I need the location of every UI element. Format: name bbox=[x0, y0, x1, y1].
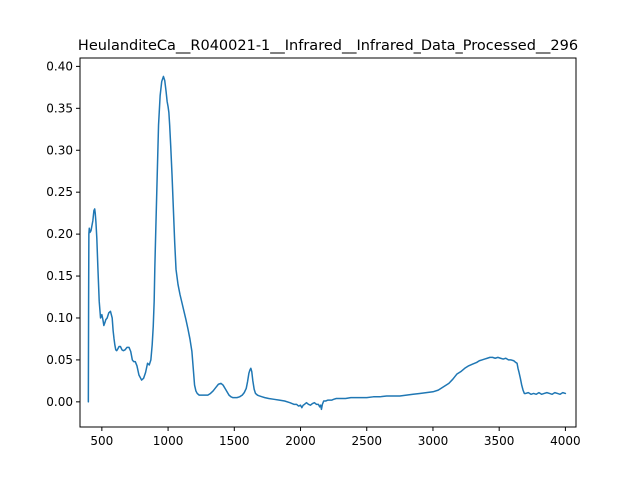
y-tick-label: 0.15 bbox=[46, 269, 73, 283]
y-tick-label: 0.35 bbox=[46, 101, 73, 115]
plot-area: 500 1000 1500 2000 2500 3000 3500 4000 0.00 0.05… bbox=[46, 57, 581, 448]
x-tick-label: 2000 bbox=[285, 434, 316, 448]
y-tick-label: 0.25 bbox=[46, 185, 73, 199]
y-axis: 0.00 0.05 0.10 0.15 0.20 0.25 0.30 0.35 0.40 bbox=[46, 59, 80, 409]
y-tick-label: 0.00 bbox=[46, 395, 73, 409]
x-tick-label: 2500 bbox=[351, 434, 382, 448]
x-tick-label: 3500 bbox=[484, 434, 515, 448]
y-tick-label: 0.20 bbox=[46, 227, 73, 241]
series-line bbox=[87, 75, 567, 411]
x-tick-label: 500 bbox=[90, 434, 113, 448]
y-tick-label: 0.40 bbox=[46, 59, 73, 73]
y-tick-label: 0.10 bbox=[46, 311, 73, 325]
chart-title: HeulanditeCa__R040021-1__Infrared__Infra… bbox=[78, 38, 578, 54]
x-tick-label: 3000 bbox=[418, 434, 449, 448]
axes-frame bbox=[79, 57, 577, 428]
x-tick-label: 1000 bbox=[153, 434, 184, 448]
y-tick-label: 0.30 bbox=[46, 143, 73, 157]
x-tick-label: 4000 bbox=[550, 434, 581, 448]
x-tick-label: 1500 bbox=[219, 434, 250, 448]
x-axis: 500 1000 1500 2000 2500 3000 3500 4000 bbox=[90, 427, 581, 448]
y-tick-label: 0.05 bbox=[46, 353, 73, 367]
